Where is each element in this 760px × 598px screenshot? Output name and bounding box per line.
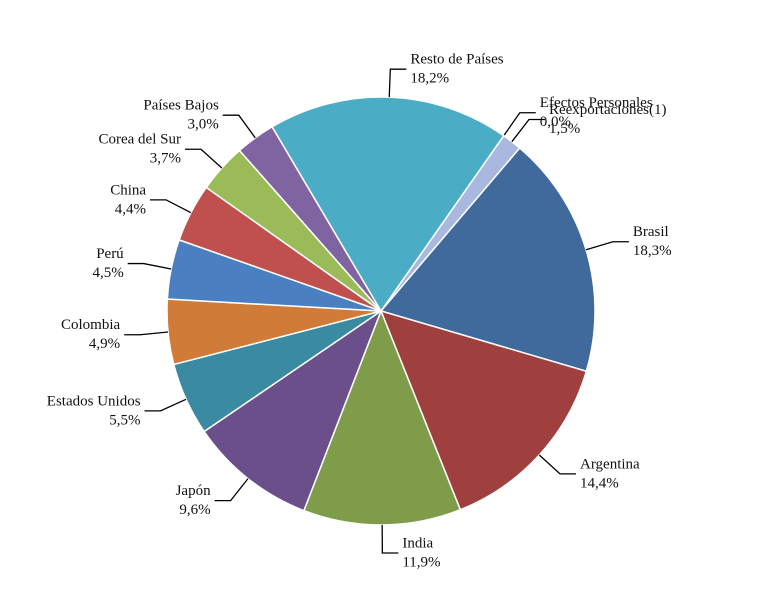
slice-value-label: 14,4% xyxy=(580,475,619,491)
slice-value-label: 5,5% xyxy=(109,412,140,428)
slice-label: Colombia xyxy=(61,317,121,333)
leader-line xyxy=(150,199,192,214)
slice-label: China xyxy=(110,182,146,198)
leader-line xyxy=(214,478,249,502)
slice-value-label: 3,0% xyxy=(188,117,219,133)
leader-line xyxy=(381,524,399,554)
pie-slice xyxy=(379,146,596,373)
slice-value-label: 18,3% xyxy=(633,243,672,259)
slice-value-label: 11,9% xyxy=(402,554,440,570)
leader-line xyxy=(503,112,536,137)
leader-line xyxy=(124,331,169,336)
pie-slice xyxy=(271,96,505,313)
slice-label: Efectos Personales xyxy=(540,95,653,111)
pie-slice xyxy=(379,309,588,511)
leader-line xyxy=(222,114,256,139)
leader-line xyxy=(127,262,172,270)
slice-label: Resto de Países xyxy=(410,52,503,68)
slice-label: Corea del Sur xyxy=(98,132,180,148)
slice-label: Reexportaciones(1) xyxy=(549,102,666,118)
slice-label: Perú xyxy=(96,246,124,262)
slice-label: Brasil xyxy=(633,224,669,240)
slice-value-label: 4,4% xyxy=(115,201,146,217)
slice-value-label: 18,2% xyxy=(410,71,449,87)
leader-line xyxy=(144,398,187,412)
slice-value-label: 4,9% xyxy=(89,336,120,352)
slice-label: India xyxy=(402,535,433,551)
slice-value-label: 9,6% xyxy=(179,502,210,518)
leader-line xyxy=(511,118,545,143)
slice-value-label: 4,5% xyxy=(92,265,123,281)
slice-label: Japón xyxy=(176,483,211,499)
slice-value-label: 3,7% xyxy=(150,151,181,167)
leader-line xyxy=(184,148,223,169)
leader-line xyxy=(388,68,407,98)
slice-label: Argentina xyxy=(580,456,640,472)
leader-line xyxy=(538,454,576,475)
slice-label: Países Bajos xyxy=(143,98,219,114)
slice-label: Estados Unidos xyxy=(47,393,141,409)
leader-line xyxy=(585,241,629,251)
slice-value-label: 0,0% xyxy=(540,114,571,130)
slice-value-label: 1,5% xyxy=(549,121,580,137)
pie-slice xyxy=(203,309,383,512)
